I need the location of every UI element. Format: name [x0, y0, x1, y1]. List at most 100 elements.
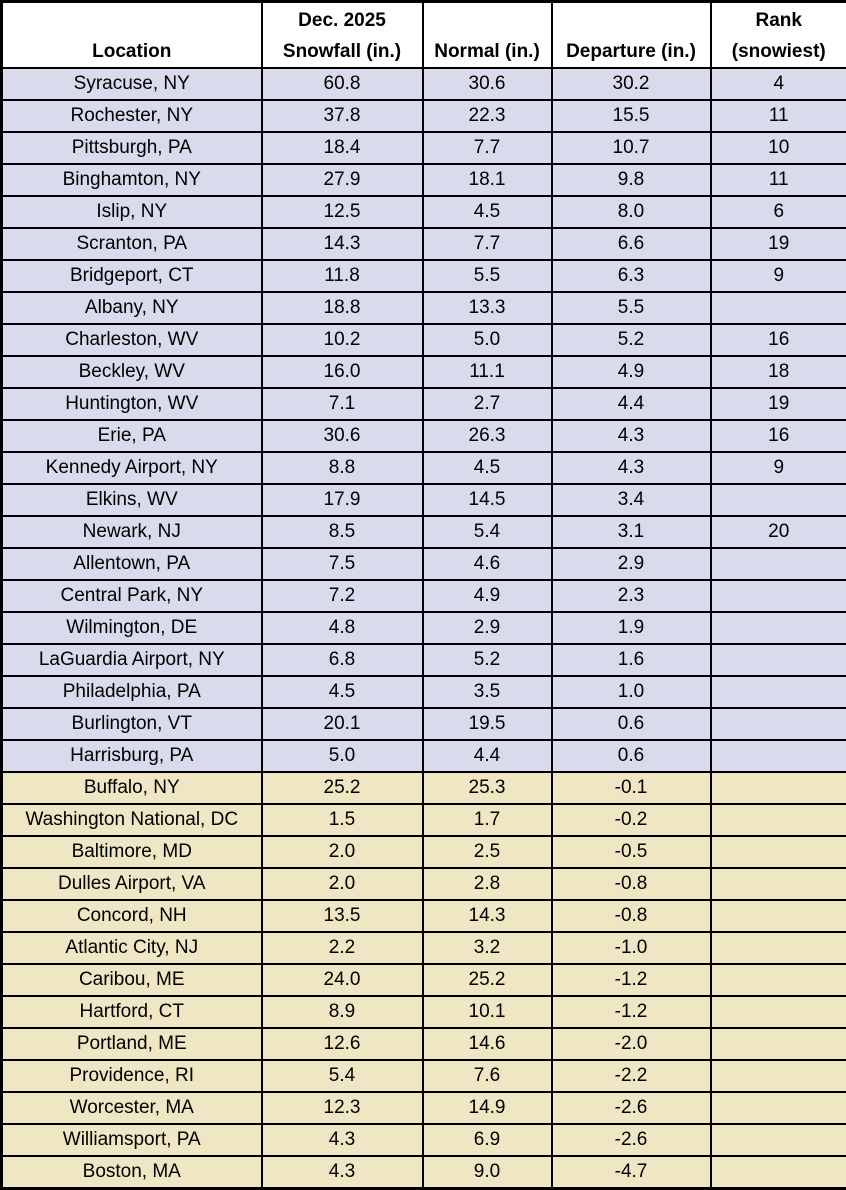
cell-location: Bridgeport, CT	[0, 258, 263, 293]
cell-location: Allentown, PA	[0, 546, 263, 581]
table-row: LaGuardia Airport, NY 6.8 5.2 1.6	[0, 642, 846, 677]
table-row: Erie, PA 30.6 26.3 4.3 16	[0, 418, 846, 453]
cell-snowfall: 12.3	[260, 1090, 424, 1126]
table-row: Wilmington, DE 4.8 2.9 1.9	[0, 610, 846, 645]
cell-location: Hartford, CT	[0, 994, 263, 1029]
table-row: Concord, NH 13.5 14.3 -0.8	[0, 898, 846, 933]
cell-snowfall: 4.5	[260, 674, 424, 709]
cell-normal: 5.2	[421, 642, 553, 677]
cell-location: Atlantic City, NJ	[0, 930, 263, 965]
cell-departure: -2.6	[550, 1090, 712, 1126]
cell-normal: 1.7	[421, 802, 553, 837]
cell-departure: 4.4	[550, 386, 712, 421]
header-line-bottom: Snowfall (in.)	[282, 40, 402, 62]
cell-location: Elkins, WV	[0, 482, 263, 517]
table-row: Atlantic City, NJ 2.2 3.2 -1.0	[0, 930, 846, 965]
cell-rank	[709, 1058, 846, 1094]
cell-snowfall: 1.5	[260, 802, 424, 837]
cell-rank: 6	[709, 194, 846, 229]
cell-location: Albany, NY	[0, 290, 263, 325]
cell-rank	[709, 1155, 846, 1190]
cell-rank: 16	[709, 322, 846, 357]
cell-departure: 1.0	[550, 674, 712, 709]
cell-location: LaGuardia Airport, NY	[0, 642, 263, 677]
cell-rank: 19	[709, 226, 846, 261]
table-row: Syracuse, NY 60.8 30.6 30.2 4	[0, 66, 846, 101]
table-row: Newark, NJ 8.5 5.4 3.1 20	[0, 514, 846, 549]
cell-snowfall: 17.9	[260, 482, 424, 517]
cell-snowfall: 12.6	[260, 1026, 424, 1061]
header-line-top: Dec. 2025	[298, 9, 386, 31]
table-row: Boston, MA 4.3 9.0 -4.7	[0, 1155, 846, 1190]
cell-departure: -0.8	[550, 898, 712, 933]
cell-departure: -2.0	[550, 1026, 712, 1061]
cell-location: Pittsburgh, PA	[0, 130, 263, 165]
cell-snowfall: 4.3	[260, 1155, 424, 1190]
cell-snowfall: 60.8	[260, 66, 424, 101]
cell-departure: -1.2	[550, 994, 712, 1029]
cell-normal: 4.9	[421, 578, 553, 613]
cell-snowfall: 13.5	[260, 898, 424, 933]
cell-location: Washington National, DC	[0, 802, 263, 837]
header-line-bottom: (snowiest)	[731, 40, 826, 62]
cell-location: Charleston, WV	[0, 322, 263, 357]
cell-departure: 10.7	[550, 130, 712, 165]
cell-location: Williamsport, PA	[0, 1123, 263, 1158]
cell-snowfall: 18.8	[260, 290, 424, 325]
cell-rank	[709, 802, 846, 837]
cell-location: Buffalo, NY	[0, 770, 263, 805]
column-header-location: Location	[0, 0, 263, 69]
cell-rank	[709, 1123, 846, 1158]
cell-snowfall: 37.8	[260, 98, 424, 133]
cell-departure: 3.1	[550, 514, 712, 549]
cell-rank: 9	[709, 450, 846, 485]
cell-normal: 4.6	[421, 546, 553, 581]
cell-departure: 4.9	[550, 354, 712, 389]
table-row: Pittsburgh, PA 18.4 7.7 10.7 10	[0, 130, 846, 165]
cell-rank	[709, 674, 846, 709]
cell-location: Central Park, NY	[0, 578, 263, 613]
cell-location: Scranton, PA	[0, 226, 263, 261]
cell-departure: 4.3	[550, 418, 712, 453]
cell-departure: -0.2	[550, 802, 712, 837]
cell-rank	[709, 994, 846, 1029]
cell-snowfall: 24.0	[260, 962, 424, 997]
cell-departure: 0.6	[550, 738, 712, 773]
cell-normal: 5.0	[421, 322, 553, 357]
cell-snowfall: 20.1	[260, 706, 424, 741]
cell-rank	[709, 1026, 846, 1061]
cell-rank: 18	[709, 354, 846, 389]
table-row: Portland, ME 12.6 14.6 -2.0	[0, 1026, 846, 1061]
cell-normal: 25.2	[421, 962, 553, 997]
cell-departure: 2.3	[550, 578, 712, 613]
cell-rank	[709, 290, 846, 325]
cell-location: Huntington, WV	[0, 386, 263, 421]
cell-normal: 3.5	[421, 674, 553, 709]
snowfall-table-body: Syracuse, NY 60.8 30.6 30.2 4 Rochester, NY 37…	[0, 66, 846, 1190]
cell-departure: 15.5	[550, 98, 712, 133]
cell-location: Binghamton, NY	[0, 162, 263, 197]
cell-location: Rochester, NY	[0, 98, 263, 133]
header-line-bottom: Location	[92, 40, 172, 62]
cell-normal: 2.7	[421, 386, 553, 421]
cell-snowfall: 8.8	[260, 450, 424, 485]
cell-departure: -0.1	[550, 770, 712, 805]
cell-rank: 11	[709, 162, 846, 197]
cell-rank: 16	[709, 418, 846, 453]
table-row: Binghamton, NY 27.9 18.1 9.8 11	[0, 162, 846, 197]
cell-location: Philadelphia, PA	[0, 674, 263, 709]
cell-snowfall: 7.2	[260, 578, 424, 613]
cell-location: Islip, NY	[0, 194, 263, 229]
cell-departure: 0.6	[550, 706, 712, 741]
cell-normal: 30.6	[421, 66, 553, 101]
cell-location: Worcester, MA	[0, 1090, 263, 1126]
table-row: Baltimore, MD 2.0 2.5 -0.5	[0, 834, 846, 869]
table-row: Worcester, MA 12.3 14.9 -2.6	[0, 1090, 846, 1126]
cell-location: Erie, PA	[0, 418, 263, 453]
cell-snowfall: 11.8	[260, 258, 424, 293]
cell-normal: 2.5	[421, 834, 553, 869]
cell-normal: 14.5	[421, 482, 553, 517]
table-row: Buffalo, NY 25.2 25.3 -0.1	[0, 770, 846, 805]
cell-snowfall: 4.3	[260, 1123, 424, 1158]
